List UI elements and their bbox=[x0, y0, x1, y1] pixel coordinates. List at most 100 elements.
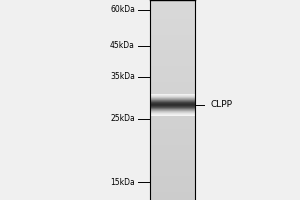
Bar bbox=[150, 13, 195, 14]
Bar bbox=[150, 100, 195, 101]
Bar bbox=[150, 140, 195, 141]
Bar bbox=[150, 56, 195, 57]
Bar bbox=[150, 96, 195, 97]
Bar bbox=[150, 144, 195, 145]
Bar bbox=[150, 80, 195, 81]
Bar bbox=[150, 171, 195, 172]
Bar bbox=[150, 26, 195, 27]
Bar bbox=[150, 160, 195, 161]
Text: CLPP: CLPP bbox=[210, 100, 232, 109]
Bar bbox=[150, 17, 195, 18]
Bar bbox=[150, 106, 195, 107]
Bar bbox=[150, 186, 195, 187]
Bar bbox=[150, 39, 195, 40]
Bar bbox=[150, 187, 195, 188]
Bar bbox=[150, 60, 195, 61]
Bar bbox=[150, 189, 195, 190]
Bar bbox=[150, 18, 195, 19]
Bar bbox=[150, 27, 195, 28]
Bar bbox=[150, 69, 195, 70]
Text: 45kDa: 45kDa bbox=[110, 41, 135, 50]
Bar bbox=[150, 105, 195, 106]
Bar bbox=[150, 102, 195, 103]
Bar bbox=[150, 182, 195, 183]
Bar bbox=[150, 116, 195, 117]
Bar bbox=[150, 38, 195, 39]
Bar bbox=[150, 86, 195, 87]
Bar bbox=[150, 8, 195, 9]
Bar bbox=[150, 64, 195, 65]
Bar bbox=[150, 138, 195, 139]
Bar bbox=[150, 22, 195, 23]
Bar bbox=[150, 102, 195, 103]
Bar bbox=[150, 33, 195, 34]
Bar bbox=[150, 194, 195, 195]
Bar bbox=[150, 37, 195, 38]
Bar bbox=[150, 114, 195, 115]
Bar bbox=[150, 53, 195, 54]
Bar bbox=[150, 95, 195, 96]
Text: 35kDa: 35kDa bbox=[110, 72, 135, 81]
Bar bbox=[150, 31, 195, 32]
Bar bbox=[150, 111, 195, 112]
Bar bbox=[150, 29, 195, 30]
Bar bbox=[150, 108, 195, 109]
Bar bbox=[150, 44, 195, 45]
Bar bbox=[150, 30, 195, 31]
Bar bbox=[150, 59, 195, 60]
Bar bbox=[150, 51, 195, 52]
Bar bbox=[150, 98, 195, 99]
Bar bbox=[150, 79, 195, 80]
Bar bbox=[150, 58, 195, 59]
Bar bbox=[150, 105, 195, 106]
Bar bbox=[150, 35, 195, 36]
Bar bbox=[150, 48, 195, 49]
Bar bbox=[150, 45, 195, 46]
Bar bbox=[150, 170, 195, 171]
Bar bbox=[150, 166, 195, 167]
Bar bbox=[150, 88, 195, 89]
Bar bbox=[150, 101, 195, 102]
Bar bbox=[150, 10, 195, 11]
Bar bbox=[150, 49, 195, 50]
Bar bbox=[150, 179, 195, 180]
Bar bbox=[150, 101, 195, 102]
Bar bbox=[150, 103, 195, 104]
Bar bbox=[150, 177, 195, 178]
Bar bbox=[150, 150, 195, 151]
Bar bbox=[150, 43, 195, 44]
Bar bbox=[150, 148, 195, 149]
Text: 25kDa: 25kDa bbox=[110, 114, 135, 123]
Bar bbox=[150, 84, 195, 85]
Bar bbox=[150, 139, 195, 140]
Bar bbox=[150, 95, 195, 96]
Bar bbox=[150, 181, 195, 182]
Bar bbox=[150, 91, 195, 92]
Bar bbox=[150, 113, 195, 114]
Bar bbox=[150, 94, 195, 95]
Bar bbox=[150, 65, 195, 66]
Bar bbox=[150, 52, 195, 53]
Bar bbox=[150, 161, 195, 162]
Bar bbox=[150, 68, 195, 69]
Bar bbox=[150, 15, 195, 16]
Bar bbox=[150, 96, 195, 97]
Bar bbox=[150, 127, 195, 128]
Bar bbox=[150, 143, 195, 144]
Bar bbox=[150, 191, 195, 192]
Bar bbox=[150, 23, 195, 24]
Bar bbox=[150, 156, 195, 157]
Bar bbox=[150, 54, 195, 55]
Bar bbox=[150, 107, 195, 108]
Bar bbox=[150, 121, 195, 122]
Bar bbox=[150, 114, 195, 115]
Bar bbox=[150, 133, 195, 134]
Bar bbox=[150, 82, 195, 83]
Bar bbox=[150, 115, 195, 116]
Bar bbox=[150, 57, 195, 58]
Bar bbox=[150, 185, 195, 186]
Bar bbox=[150, 137, 195, 138]
Bar bbox=[150, 4, 195, 5]
Bar bbox=[150, 123, 195, 124]
Bar bbox=[150, 47, 195, 48]
